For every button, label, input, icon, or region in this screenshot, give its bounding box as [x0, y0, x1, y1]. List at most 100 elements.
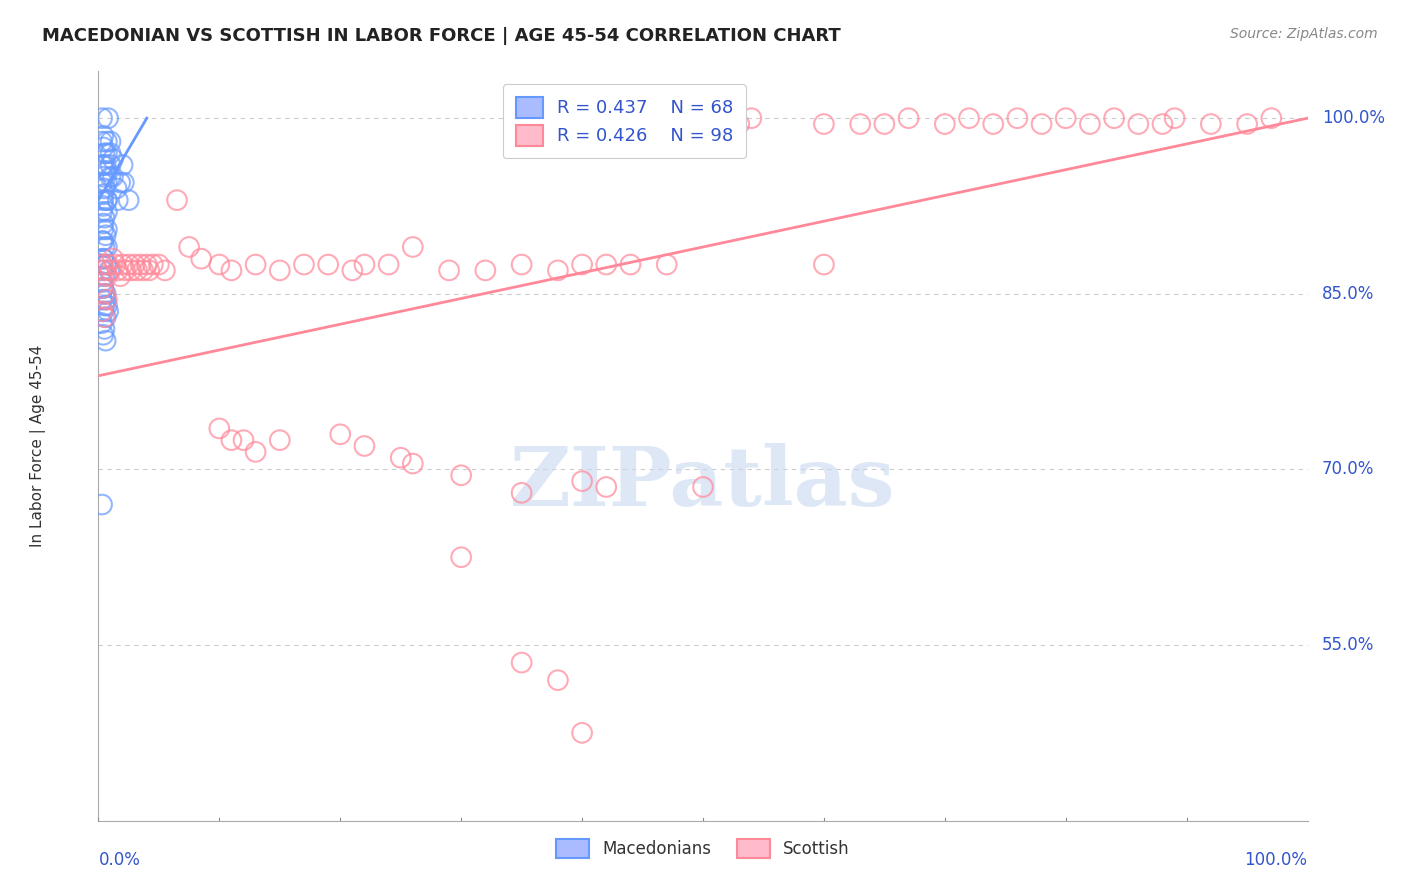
- Point: [105, 181, 128, 195]
- Point: [94, 286, 117, 301]
- Point: [190, 252, 212, 266]
- Point: [100, 158, 122, 172]
- Point: [1236, 117, 1258, 131]
- Point: [450, 468, 472, 483]
- Point: [740, 112, 762, 126]
- Point: [91, 158, 114, 172]
- Point: [716, 112, 738, 126]
- Point: [94, 228, 117, 243]
- Point: [91, 316, 114, 330]
- Point: [1199, 117, 1222, 131]
- Point: [93, 240, 115, 254]
- Point: [510, 258, 533, 272]
- Text: MACEDONIAN VS SCOTTISH IN LABOR FORCE | AGE 45-54 CORRELATION CHART: MACEDONIAN VS SCOTTISH IN LABOR FORCE | …: [42, 27, 841, 45]
- Point: [571, 474, 593, 488]
- Point: [94, 158, 117, 172]
- Point: [96, 293, 118, 307]
- Point: [93, 181, 115, 195]
- Point: [547, 263, 569, 277]
- Point: [93, 298, 115, 313]
- Point: [100, 263, 122, 277]
- Point: [100, 135, 122, 149]
- Point: [91, 112, 114, 126]
- Point: [93, 310, 115, 325]
- Point: [897, 112, 920, 126]
- Point: [595, 258, 617, 272]
- Point: [245, 445, 267, 459]
- Point: [402, 457, 425, 471]
- Point: [510, 485, 533, 500]
- Point: [118, 193, 141, 207]
- Point: [120, 263, 142, 277]
- Point: [389, 450, 412, 465]
- Point: [728, 117, 751, 131]
- Point: [112, 176, 135, 190]
- Point: [166, 193, 188, 207]
- Point: [96, 222, 118, 236]
- Point: [329, 427, 352, 442]
- Point: [510, 656, 533, 670]
- Point: [1163, 112, 1185, 126]
- Point: [94, 293, 117, 307]
- Point: [108, 176, 131, 190]
- Point: [91, 199, 114, 213]
- Point: [873, 117, 896, 131]
- Point: [124, 258, 146, 272]
- Point: [1007, 112, 1029, 126]
- Text: 0.0%: 0.0%: [98, 851, 141, 869]
- Point: [208, 421, 231, 435]
- Point: [813, 117, 835, 131]
- Point: [93, 286, 115, 301]
- Point: [101, 252, 124, 266]
- Point: [96, 258, 118, 272]
- Point: [91, 234, 114, 248]
- Point: [96, 204, 118, 219]
- Point: [138, 263, 160, 277]
- Point: [91, 193, 114, 207]
- Point: [269, 263, 291, 277]
- Point: [94, 334, 117, 348]
- Point: [1054, 112, 1077, 126]
- Point: [142, 258, 165, 272]
- Point: [91, 304, 114, 318]
- Point: [353, 439, 375, 453]
- Text: 100.0%: 100.0%: [1322, 109, 1385, 128]
- Point: [91, 258, 114, 272]
- Point: [1152, 117, 1174, 131]
- Point: [292, 258, 315, 272]
- Point: [1128, 117, 1150, 131]
- Text: ZIPatlas: ZIPatlas: [510, 443, 896, 524]
- Point: [96, 298, 118, 313]
- Point: [619, 258, 641, 272]
- Text: 55.0%: 55.0%: [1322, 636, 1375, 654]
- Point: [91, 327, 114, 342]
- Point: [132, 263, 155, 277]
- Point: [981, 117, 1004, 131]
- Point: [91, 158, 114, 172]
- Point: [96, 193, 118, 207]
- Point: [93, 286, 115, 301]
- Point: [93, 211, 115, 225]
- Point: [474, 263, 496, 277]
- Point: [98, 263, 121, 277]
- Point: [96, 193, 118, 207]
- Point: [571, 726, 593, 740]
- Point: [1260, 112, 1282, 126]
- Point: [692, 480, 714, 494]
- Point: [129, 258, 152, 272]
- Point: [91, 135, 114, 149]
- Point: [97, 112, 120, 126]
- Point: [91, 258, 114, 272]
- Point: [91, 204, 114, 219]
- Point: [91, 217, 114, 231]
- Point: [342, 263, 364, 277]
- Point: [127, 263, 149, 277]
- Point: [316, 258, 339, 272]
- Point: [91, 275, 114, 289]
- Point: [957, 112, 980, 126]
- Point: [96, 240, 118, 254]
- Point: [91, 169, 114, 184]
- Point: [135, 258, 157, 272]
- Point: [91, 263, 114, 277]
- Point: [437, 263, 460, 277]
